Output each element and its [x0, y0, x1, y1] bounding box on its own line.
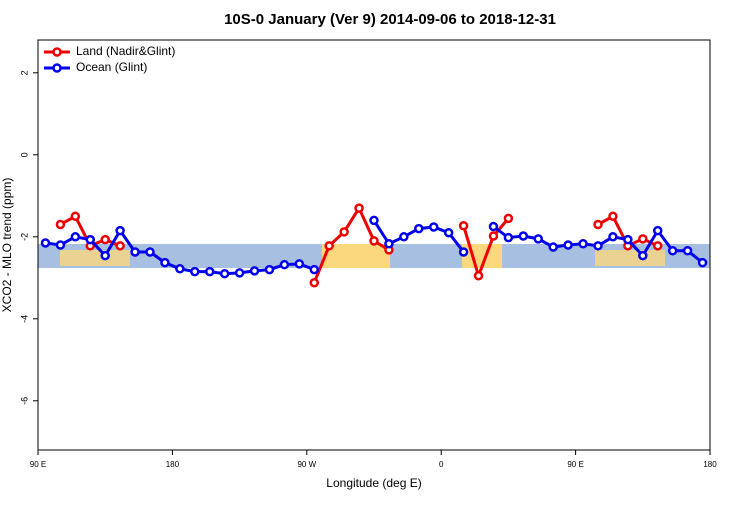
plot-frame — [37, 39, 711, 451]
point — [593, 241, 603, 251]
point — [369, 215, 379, 226]
point — [623, 234, 633, 245]
point — [548, 242, 558, 252]
point — [354, 203, 364, 213]
legend-marker — [52, 63, 62, 73]
point — [667, 245, 678, 256]
x-tick-label: 180 — [703, 460, 717, 469]
point — [70, 211, 81, 222]
legend-marker — [52, 47, 62, 57]
point — [324, 241, 334, 251]
point — [264, 264, 275, 275]
point — [40, 238, 51, 248]
legend-label: Land (Nadir&Glint) — [76, 44, 175, 58]
point — [638, 250, 648, 261]
point — [428, 222, 439, 232]
point — [443, 227, 454, 238]
point — [682, 245, 693, 256]
point — [55, 240, 66, 250]
chart-title: 10S-0 January (Ver 9) 2014-09-06 to 2018… — [224, 11, 556, 28]
point — [279, 259, 290, 270]
point — [458, 247, 469, 257]
point — [204, 266, 215, 277]
point — [145, 247, 155, 257]
background-map — [38, 244, 710, 268]
point — [219, 268, 230, 279]
point — [85, 234, 96, 245]
point — [503, 213, 514, 224]
point — [309, 277, 320, 288]
point — [697, 257, 708, 268]
point — [130, 247, 140, 257]
point — [339, 227, 349, 237]
point — [234, 268, 245, 278]
point — [115, 225, 125, 236]
point — [100, 234, 110, 245]
land — [60, 250, 130, 266]
y-tick-label: -2 — [19, 233, 29, 241]
point — [249, 266, 260, 276]
point — [369, 236, 379, 246]
point — [175, 264, 185, 274]
point — [100, 250, 110, 261]
point — [608, 211, 618, 222]
point — [652, 241, 663, 251]
x-axis-label: Longitude (deg E) — [326, 476, 421, 490]
point — [55, 219, 66, 230]
x-tick-label: 0 — [439, 460, 444, 469]
point — [533, 234, 544, 244]
point — [488, 231, 499, 241]
y-tick-label: -6 — [19, 397, 29, 405]
y-axis-label: XCO2 - MLO trend (ppm) — [0, 178, 14, 313]
point — [578, 239, 588, 249]
point — [638, 234, 648, 244]
point — [563, 240, 573, 250]
point — [593, 219, 603, 230]
point — [294, 259, 305, 269]
x-tick-label: 90 W — [297, 460, 316, 469]
point — [309, 264, 320, 275]
point — [399, 232, 409, 242]
point — [414, 223, 424, 234]
x-tick-label: 90 E — [30, 460, 46, 469]
point — [518, 231, 529, 241]
point — [652, 225, 663, 236]
y-tick-label: 2 — [19, 70, 29, 75]
point — [458, 220, 469, 231]
point — [488, 221, 499, 232]
legend-label: Ocean (Glint) — [76, 60, 147, 74]
y-tick-label: -4 — [19, 315, 29, 323]
point — [190, 266, 200, 277]
point — [70, 232, 81, 242]
point — [115, 241, 125, 251]
point — [160, 257, 170, 268]
land — [595, 250, 665, 266]
point — [473, 271, 484, 281]
x-tick-label: 180 — [166, 460, 180, 469]
y-tick-label: 0 — [19, 152, 29, 157]
point — [608, 232, 618, 242]
point — [384, 239, 394, 249]
x-tick-label: 90 E — [567, 460, 583, 469]
point — [503, 232, 514, 243]
